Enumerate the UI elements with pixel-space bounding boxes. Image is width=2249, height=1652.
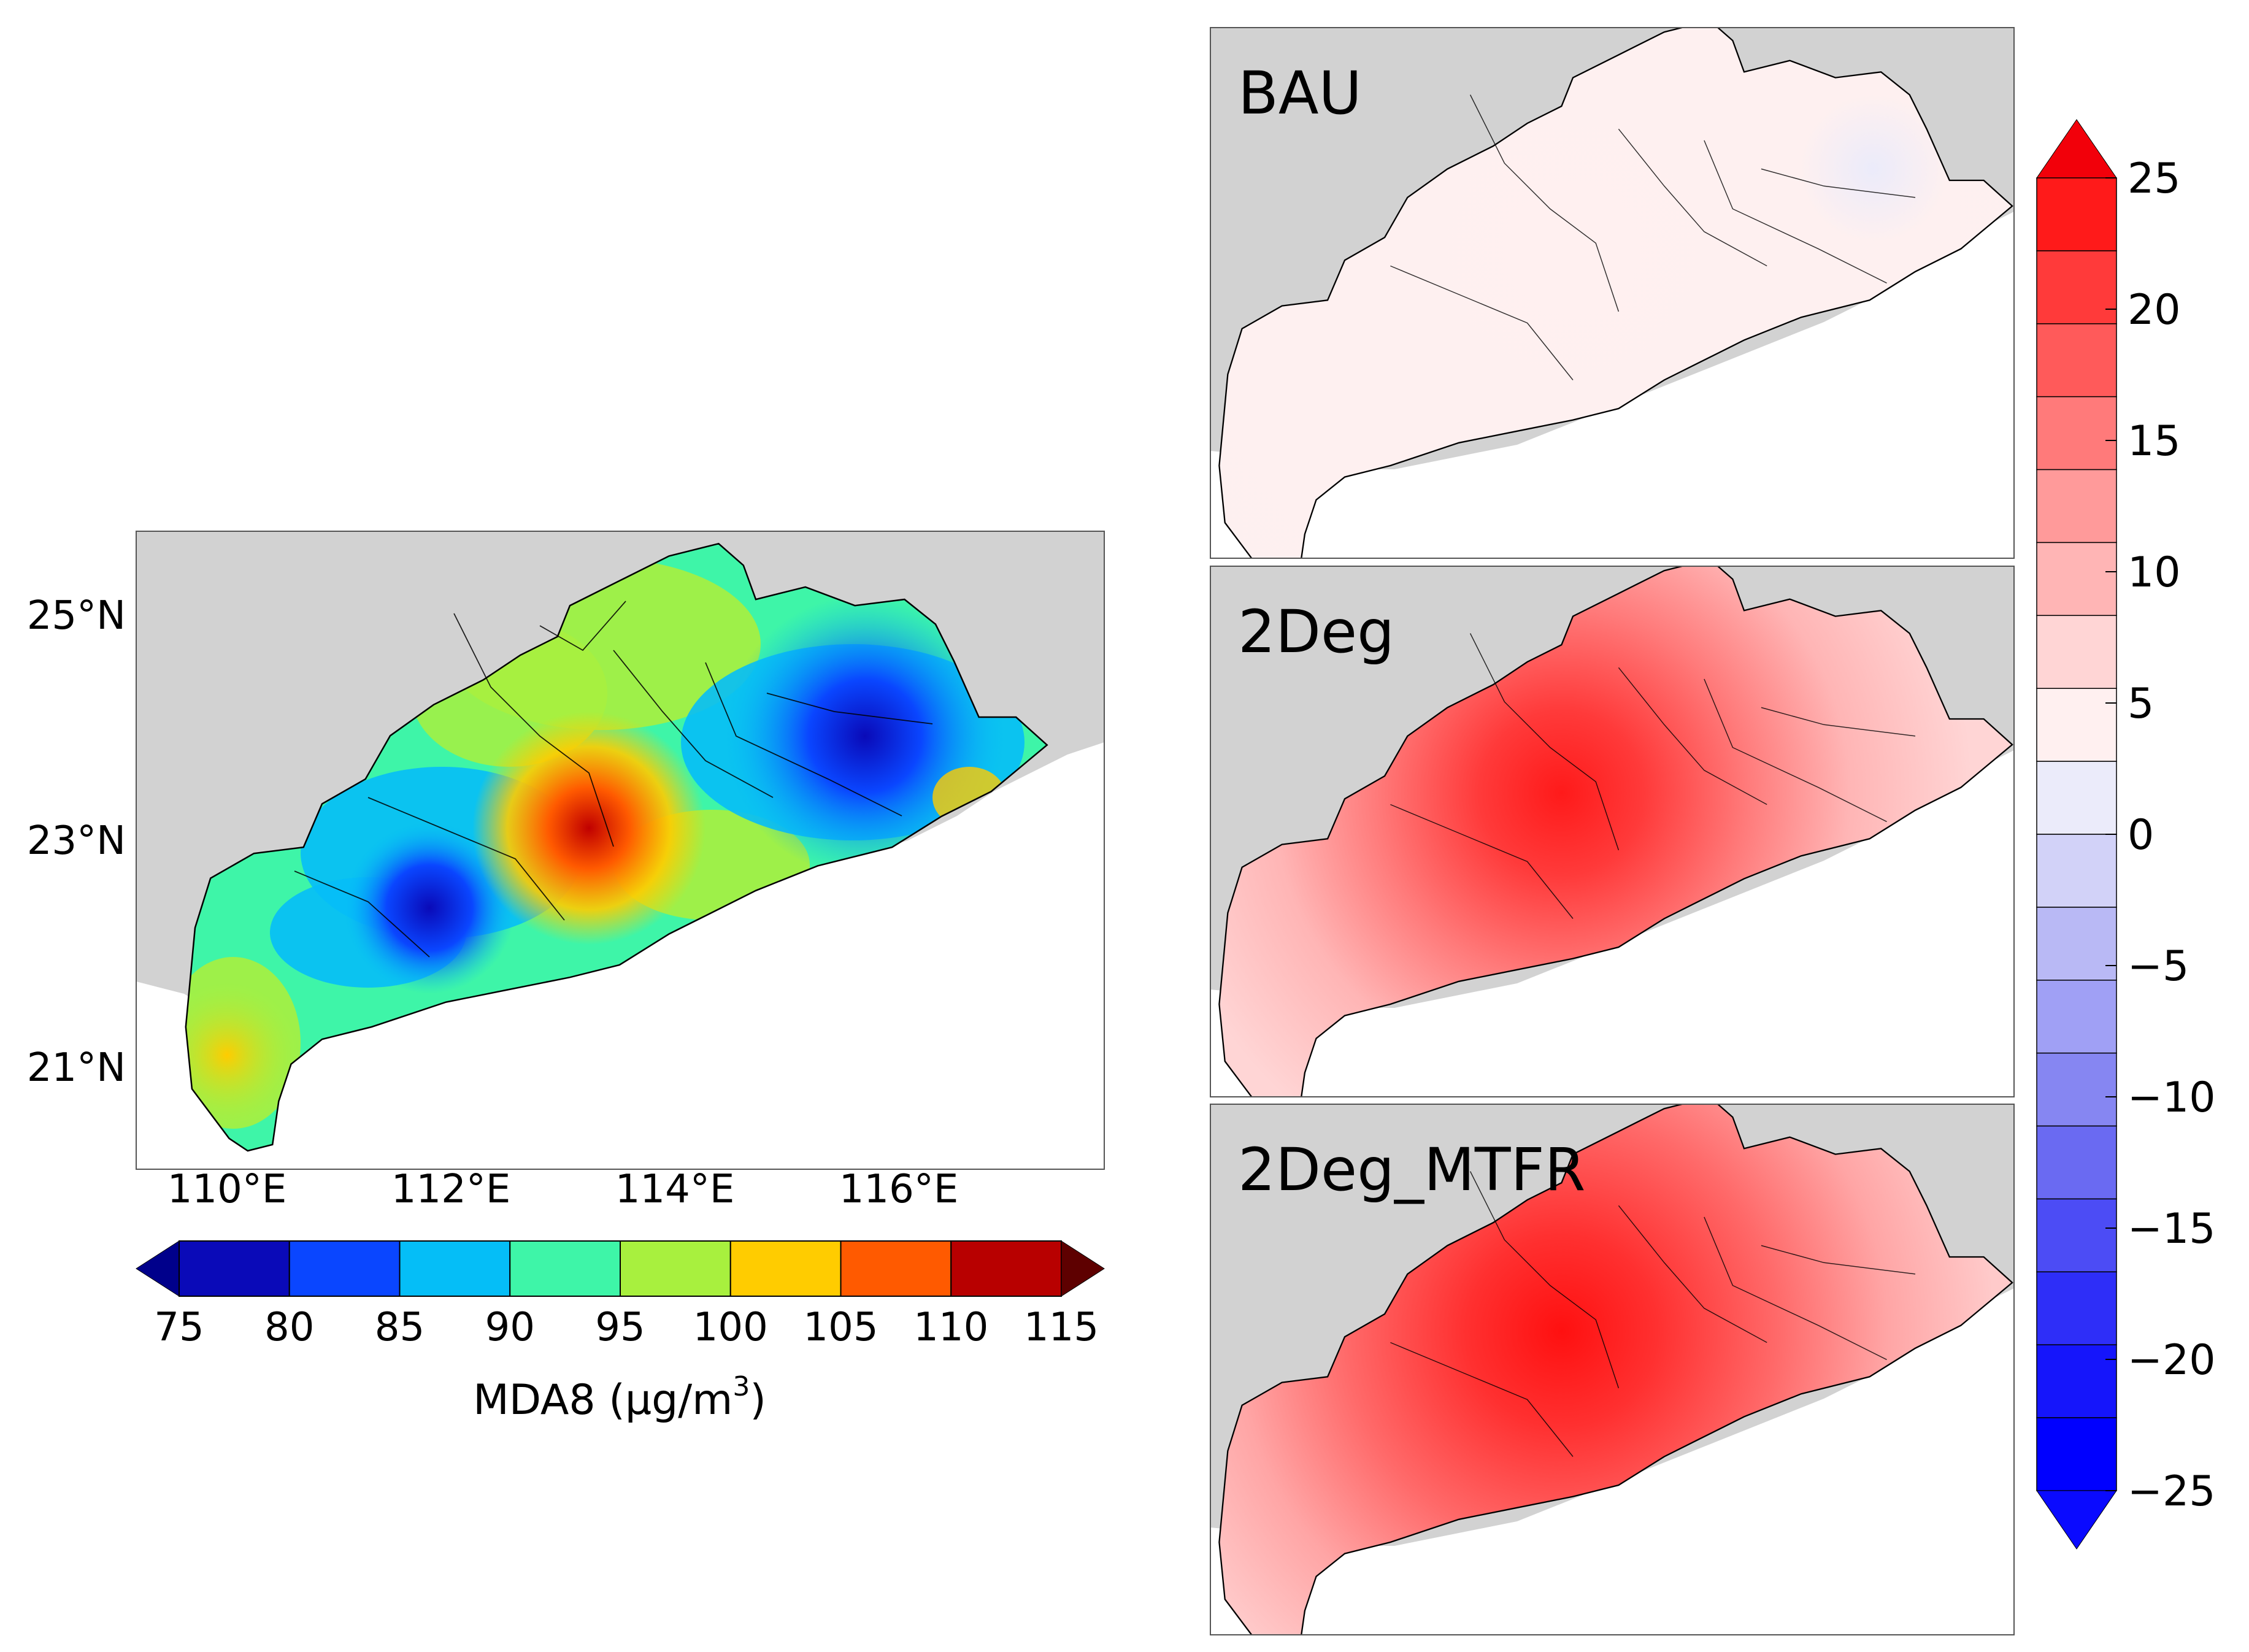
colorbar-tick-label: −20 xyxy=(2128,1336,2216,1385)
colorbar-tick-label: 80 xyxy=(264,1305,314,1350)
colorbar-tick-label: −15 xyxy=(2128,1205,2216,1253)
colorbar-tick-label: 15 xyxy=(2128,417,2181,466)
colorbar-bottom-arrow xyxy=(2036,1490,2117,1550)
colorbar-cell xyxy=(2036,688,2117,762)
colorbar-cell xyxy=(2036,469,2117,544)
colorbar-cell xyxy=(729,1240,842,1297)
colorbar-cell xyxy=(399,1240,511,1297)
colorbar-tick-label: 75 xyxy=(154,1305,204,1350)
main-colorbar-label: MDA8 (μg/m3) xyxy=(473,1371,766,1424)
panel-label-2deg-mtfr: 2Deg_MTFR xyxy=(1238,1135,1585,1204)
panel-2deg-mtfr-map: 2Deg_MTFR xyxy=(1210,1104,2015,1635)
lon-tick-label: 114°E xyxy=(615,1167,735,1212)
colorbar-tick-label: 85 xyxy=(375,1305,425,1350)
colorbar-tick-label: 10 xyxy=(2128,548,2181,597)
colorbar-tick-label: 110 xyxy=(913,1305,988,1350)
lat-tick-label: 21°N xyxy=(27,1045,126,1091)
colorbar-cell xyxy=(2036,907,2117,981)
colorbar-cell xyxy=(2036,1344,2117,1418)
main-map-lon-axis: 110°E 112°E 114°E 116°E xyxy=(167,1167,959,1212)
colorbar-cell xyxy=(2036,1052,2117,1127)
colorbar-cell xyxy=(2036,1198,2117,1273)
panel-label-2deg: 2Deg xyxy=(1238,597,1394,666)
colorbar-top-arrow xyxy=(2036,119,2117,179)
difference-colorbar: 25 20 15 10 5 0 −5 −10 −15 −20 −25 xyxy=(2036,119,2216,1550)
colorbar-tick-label: 90 xyxy=(485,1305,535,1350)
colorbar-tick-label: −5 xyxy=(2128,942,2189,991)
colorbar-tick-label: 100 xyxy=(693,1305,768,1350)
colorbar-cell xyxy=(620,1240,731,1297)
colorbar-tick-label: 115 xyxy=(1024,1305,1099,1350)
colorbar-cell xyxy=(2036,323,2117,398)
colorbar-cell xyxy=(509,1240,621,1297)
colorbar-tick-label: 0 xyxy=(2128,811,2154,859)
main-map-lat-axis: 25°N 23°N 21°N xyxy=(27,593,126,1091)
colorbar-cell xyxy=(2036,1271,2117,1345)
panel-label-bau: BAU xyxy=(1238,59,1362,128)
colorbar-cell xyxy=(2036,980,2117,1054)
colorbar-tick-label: −25 xyxy=(2128,1467,2216,1516)
colorbar-tick-label: −10 xyxy=(2128,1074,2216,1122)
colorbar-tick-label: 20 xyxy=(2128,286,2181,334)
colorbar-tick-label: 95 xyxy=(595,1305,645,1350)
colorbar-cell xyxy=(2036,542,2117,617)
colorbar-cell xyxy=(2036,834,2117,908)
lon-tick-label: 110°E xyxy=(167,1167,287,1212)
colorbar-cell xyxy=(179,1240,290,1297)
colorbar-cell xyxy=(2036,615,2117,689)
colorbar-cell xyxy=(840,1240,952,1297)
colorbar-cell xyxy=(288,1240,401,1297)
colorbar-cell xyxy=(2036,1125,2117,1200)
colorbar-cell xyxy=(2036,177,2117,252)
colorbar-over-arrow xyxy=(1061,1240,1105,1297)
panel-2deg-map: 2Deg xyxy=(1210,566,2015,1097)
colorbar-cell xyxy=(2036,250,2117,325)
colorbar-tick-label: 105 xyxy=(803,1305,878,1350)
colorbar-cell xyxy=(950,1240,1062,1297)
colorbar-cell xyxy=(2036,1417,2117,1491)
lon-tick-label: 116°E xyxy=(839,1167,959,1212)
lat-tick-label: 23°N xyxy=(27,818,126,864)
colorbar-tick-label: 5 xyxy=(2128,680,2154,728)
main-colorbar: 75 80 85 90 95 100 105 110 115 xyxy=(136,1240,1105,1350)
colorbar-under-arrow xyxy=(136,1240,180,1297)
colorbar-cell xyxy=(2036,761,2117,835)
colorbar-cell xyxy=(2036,396,2117,471)
lon-tick-label: 112°E xyxy=(391,1167,511,1212)
colorbar-tick-label: 25 xyxy=(2128,155,2181,203)
lat-tick-label: 25°N xyxy=(27,593,126,639)
panel-bau-map: BAU xyxy=(1210,27,2015,559)
